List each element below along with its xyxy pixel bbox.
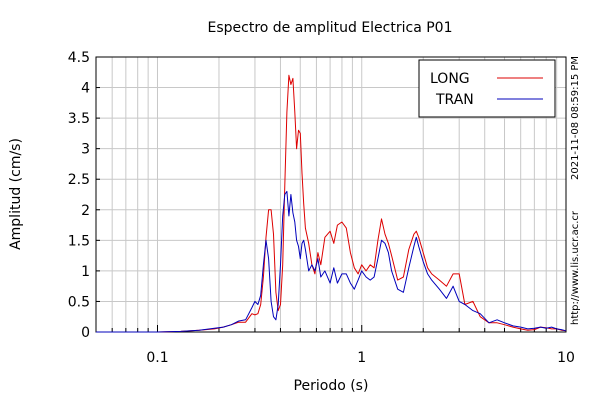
series-line-long bbox=[96, 74, 567, 333]
x-tick-label-0: 0.1 bbox=[146, 350, 168, 366]
y-tick-label-9: 4.5 bbox=[68, 50, 90, 66]
y-tick-label-0: 0 bbox=[81, 325, 90, 341]
timestamp-label: 2021-11-08 08:59:15 PM bbox=[570, 56, 581, 180]
grid-lines bbox=[96, 57, 566, 332]
x-axis-label: Periodo (s) bbox=[294, 378, 369, 394]
x-axis-ticks: 0.1 1 10 bbox=[95, 325, 575, 366]
y-tick-label-3: 1.5 bbox=[68, 233, 90, 249]
series-line-tran bbox=[96, 190, 567, 333]
chart-title: Espectro de amplitud Electrica P01 bbox=[208, 20, 453, 36]
x-tick-label-1: 1 bbox=[357, 350, 366, 366]
legend-label-tran: TRAN bbox=[435, 92, 474, 108]
y-tick-label-2: 1 bbox=[81, 264, 90, 280]
plot-frame bbox=[95, 56, 567, 333]
y-tick-label-1: 0.5 bbox=[68, 294, 90, 310]
y-tick-label-8: 4 bbox=[81, 81, 90, 97]
x-tick-label-2: 10 bbox=[557, 350, 575, 366]
legend-label-long: LONG bbox=[430, 71, 470, 87]
data-series bbox=[96, 74, 567, 333]
y-tick-label-7: 3.5 bbox=[68, 111, 90, 127]
y-axis-label: Amplitud (cm/s) bbox=[8, 138, 24, 250]
y-tick-label-4: 2 bbox=[81, 203, 90, 219]
legend: LONG TRAN bbox=[418, 59, 556, 118]
y-axis-ticks: 0 0.5 1 1.5 2 2.5 3 3.5 4 4.5 bbox=[68, 50, 100, 341]
source-url-label: http://www.lis.ucr.ac.cr bbox=[570, 210, 581, 325]
legend-box bbox=[418, 59, 556, 118]
y-tick-label-6: 3 bbox=[81, 142, 90, 158]
y-tick-label-5: 2.5 bbox=[68, 172, 90, 188]
